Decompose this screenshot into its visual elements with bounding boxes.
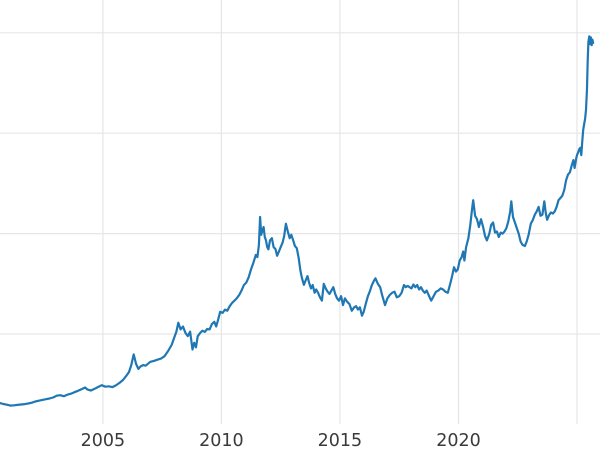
x-axis-tick-labels: 2005 2010 2015 2020 bbox=[81, 431, 481, 450]
gridlines bbox=[0, 0, 600, 424]
price-series bbox=[0, 35, 595, 407]
x-tick-label: 2020 bbox=[436, 431, 481, 450]
price-line bbox=[0, 35, 595, 407]
x-tick-label: 2005 bbox=[81, 431, 126, 450]
x-tick-label: 2010 bbox=[199, 431, 244, 450]
x-tick-label: 2015 bbox=[318, 431, 363, 450]
